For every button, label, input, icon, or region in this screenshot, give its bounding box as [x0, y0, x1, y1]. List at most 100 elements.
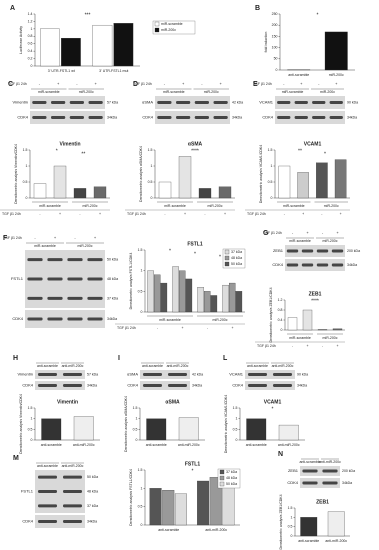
- size-label: 34kDa: [232, 115, 242, 119]
- band: [322, 469, 338, 473]
- group-label: miR-200c: [204, 90, 219, 94]
- y-tick-label: 1.5: [133, 406, 138, 410]
- sign: -: [164, 81, 166, 86]
- y-tick-label: 1: [31, 417, 33, 421]
- legend-swatch: [224, 261, 230, 267]
- protein-label: αSMA: [127, 372, 138, 377]
- size-label: 42 kDa: [192, 372, 203, 376]
- y-tick-label: 0: [276, 68, 278, 72]
- band: [168, 373, 187, 376]
- group-label: miR-200c: [213, 318, 228, 322]
- band: [27, 258, 43, 262]
- y-tick-label: 0: [291, 534, 293, 538]
- treatment-label: TGF β1 24h: [253, 82, 272, 86]
- band: [316, 249, 329, 253]
- y-axis-label: Densitometric analysis FSTL1/CDK4: [129, 253, 133, 310]
- size-label: 34kDa: [87, 519, 97, 523]
- bar: [235, 291, 243, 313]
- protein-label: CDK4: [232, 383, 243, 388]
- annotation: **: [298, 148, 302, 154]
- y-tick-label: 0.5: [138, 505, 143, 509]
- blot-strip: [155, 111, 230, 124]
- x-tick-label: +: [184, 212, 186, 216]
- bar: [278, 165, 291, 199]
- y-tick-label: 1.2: [278, 298, 283, 302]
- panel-label: H: [13, 355, 18, 362]
- annotation: ****: [191, 148, 199, 154]
- size-label: 200 kDa: [347, 249, 360, 253]
- y-tick-label: 1: [31, 27, 33, 31]
- band: [157, 116, 172, 119]
- size-label: 57 kDa: [107, 100, 118, 104]
- annotation: *: [192, 468, 194, 474]
- band: [273, 384, 292, 387]
- bar: [92, 24, 113, 67]
- group-label: miR-scramble: [159, 318, 181, 322]
- protein-label: ZEB1: [288, 468, 299, 473]
- bar: [73, 188, 87, 199]
- band: [316, 263, 329, 267]
- y-tick-label: 200: [272, 23, 278, 27]
- bar: [332, 328, 343, 331]
- sign: -: [318, 81, 320, 86]
- blot-strip: [35, 370, 85, 379]
- size-label: 34kDa: [347, 263, 357, 267]
- band: [47, 277, 63, 281]
- sign: -: [283, 81, 285, 86]
- treatment-label: TGF β1 24h: [117, 326, 136, 330]
- blot-strip: [35, 515, 85, 528]
- y-tick-label: 1: [26, 164, 28, 168]
- sign: +: [57, 81, 60, 86]
- legend-swatch: [154, 27, 160, 33]
- treatment-label: TGF β1 24h: [127, 212, 146, 216]
- group-label: miR-200c: [78, 244, 93, 248]
- group-label: miR-200c: [79, 90, 94, 94]
- band: [87, 296, 103, 300]
- sign: -: [322, 230, 324, 235]
- bar: [172, 266, 179, 313]
- bar: [93, 186, 107, 199]
- band: [38, 504, 57, 508]
- legend-label: miR-scramble: [161, 22, 183, 26]
- y-tick-label: 1: [151, 164, 153, 168]
- protein-label: CDK4: [262, 115, 273, 120]
- sign: -: [292, 230, 294, 235]
- band: [51, 116, 66, 119]
- x-tick-label: -: [322, 344, 324, 348]
- bar: [302, 309, 313, 331]
- y-tick-label: 150: [272, 34, 278, 38]
- band: [331, 263, 344, 267]
- panel-label: C: [8, 81, 13, 88]
- panel-label: E: [253, 81, 258, 88]
- group-label: anti-miR-200c: [319, 460, 341, 464]
- band: [87, 277, 103, 281]
- treatment-label: TGF β1 24h: [247, 212, 266, 216]
- x-tick-label: +: [224, 212, 226, 216]
- y-tick-label: 0.5: [133, 427, 138, 431]
- protein-label: Vimentin: [18, 372, 34, 377]
- band: [301, 263, 314, 267]
- y-tick-label: 0: [26, 196, 28, 200]
- x-tick-label: 3' UTR-FSTL1 wt: [48, 69, 75, 73]
- protein-label: CDK4: [17, 115, 28, 120]
- protein-label: CDK4: [142, 115, 153, 120]
- annotation: *: [317, 12, 319, 18]
- bar: [154, 274, 161, 313]
- y-tick-label: 0: [31, 64, 33, 68]
- bar: [300, 517, 318, 537]
- size-label: 90 kDa: [297, 372, 308, 376]
- chart-title: ZEB1: [316, 499, 329, 505]
- treatment-label: TGF β1 24h: [8, 82, 27, 86]
- band: [286, 263, 299, 267]
- blot-strip: [275, 111, 345, 124]
- band: [47, 296, 63, 300]
- protein-label: CDK4: [22, 383, 33, 388]
- group-label: anti-scramble: [142, 364, 163, 368]
- bar: [158, 181, 172, 199]
- group-label: miR-scramble: [39, 204, 61, 208]
- sign: -: [74, 235, 76, 240]
- legend-swatch: [219, 475, 225, 481]
- protein-label: CDK4: [22, 519, 33, 524]
- bar: [229, 282, 236, 313]
- bar: [179, 270, 186, 313]
